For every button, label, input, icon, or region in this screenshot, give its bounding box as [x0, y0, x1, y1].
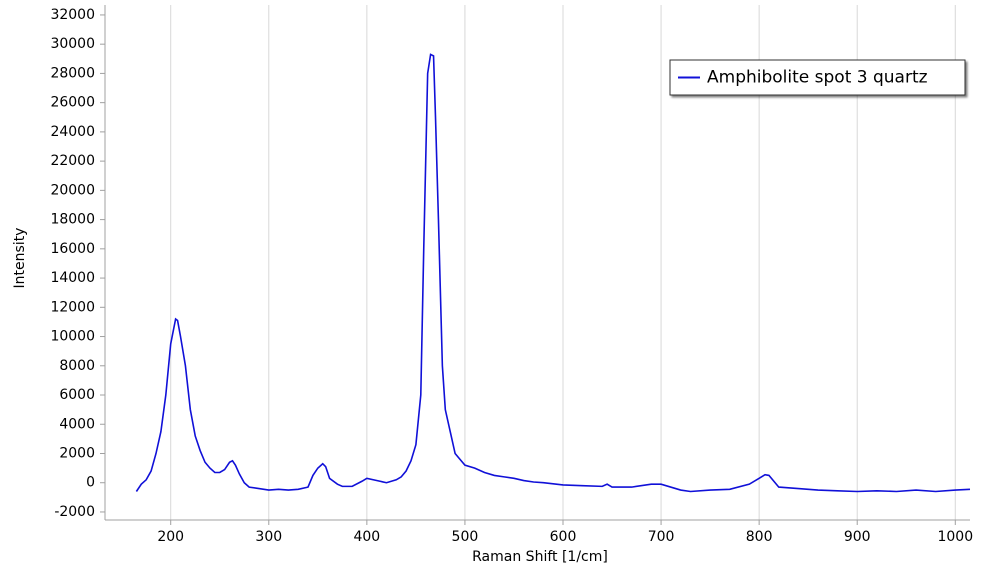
y-tick-label: 12000 — [50, 299, 95, 315]
data-line — [135, 53, 971, 493]
y-tick-label: 28000 — [50, 65, 95, 81]
y-tick-label: 8000 — [59, 358, 95, 374]
x-tick-label: 800 — [746, 529, 773, 545]
x-tick-label: 400 — [353, 529, 380, 545]
legend-label: Amphibolite spot 3 quartz — [707, 68, 928, 88]
y-tick-label: 0 — [86, 475, 95, 491]
y-tick-label: 4000 — [59, 416, 95, 432]
y-tick-label: 6000 — [59, 387, 95, 403]
y-tick-label: 14000 — [50, 270, 95, 286]
y-tick-label: 10000 — [50, 329, 95, 345]
y-tick-label: 30000 — [50, 36, 95, 52]
y-tick-label: 20000 — [50, 182, 95, 198]
y-tick-label: 22000 — [50, 153, 95, 169]
y-tick-label: 32000 — [50, 7, 95, 23]
legend-box — [669, 59, 966, 96]
y-tick-label: 18000 — [50, 212, 95, 228]
x-tick-label: 300 — [255, 529, 282, 545]
y-tick-label: 24000 — [50, 124, 95, 140]
y-axis-label: Intensity — [12, 228, 28, 289]
x-tick-label: 700 — [648, 529, 675, 545]
x-tick-label: 900 — [844, 529, 871, 545]
y-tick-label: 2000 — [59, 445, 95, 461]
x-tick-label: 200 — [157, 529, 184, 545]
legend: Amphibolite spot 3 quartz — [669, 59, 966, 96]
x-tick-label: 600 — [550, 529, 577, 545]
y-tick-label: 16000 — [50, 241, 95, 257]
y-tick-label: -2000 — [54, 504, 95, 520]
x-tick-label: 1000 — [937, 529, 973, 545]
x-tick-label: 500 — [452, 529, 479, 545]
x-axis-label: Raman Shift [1/cm] — [472, 549, 608, 565]
y-tick-label: 26000 — [50, 95, 95, 111]
